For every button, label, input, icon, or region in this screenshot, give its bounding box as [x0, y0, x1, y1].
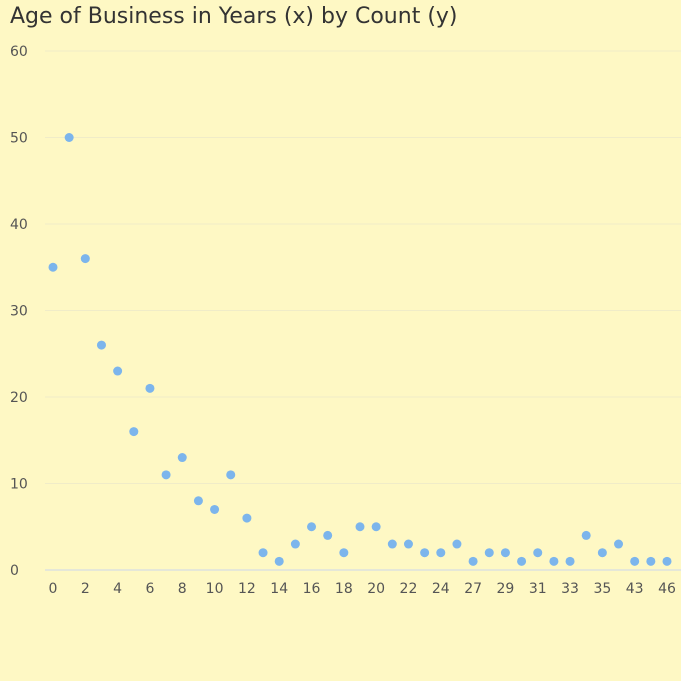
data-point	[597, 548, 607, 558]
x-tick-label: 16	[303, 581, 321, 597]
data-point	[468, 556, 478, 566]
y-tick-label: 30	[10, 304, 28, 320]
x-tick-label: 8	[178, 581, 187, 597]
x-tick-label: 46	[658, 581, 676, 597]
data-point	[323, 530, 333, 540]
x-tick-label: 24	[432, 581, 450, 597]
data-point	[96, 340, 106, 350]
data-point	[662, 556, 672, 566]
data-point	[484, 548, 494, 558]
data-point	[500, 548, 510, 558]
chart-title: Age of Business in Years (x) by Count (y…	[10, 4, 458, 29]
data-point	[371, 522, 381, 532]
data-point	[403, 539, 413, 549]
data-point	[387, 539, 397, 549]
data-point	[307, 522, 317, 532]
data-point	[565, 556, 575, 566]
data-point	[145, 383, 155, 393]
y-tick-label: 10	[10, 477, 28, 493]
x-tick-label: 4	[113, 581, 122, 597]
x-tick-label: 6	[145, 581, 154, 597]
data-point	[274, 556, 284, 566]
x-tick-label: 27	[464, 581, 482, 597]
x-tick-label: 43	[626, 581, 644, 597]
x-tick-label: 12	[238, 581, 256, 597]
data-point	[177, 453, 187, 463]
x-tick-label: 22	[400, 581, 418, 597]
y-tick-label: 0	[10, 563, 19, 579]
x-tick-label: 0	[49, 581, 58, 597]
x-tick-label: 29	[497, 581, 515, 597]
x-tick-label: 10	[206, 581, 224, 597]
data-point	[533, 548, 543, 558]
data-point	[290, 539, 300, 549]
x-tick-label: 14	[270, 581, 288, 597]
data-point	[549, 556, 559, 566]
y-tick-label: 60	[10, 44, 28, 60]
data-point	[80, 254, 90, 264]
data-point	[646, 556, 656, 566]
x-tick-label: 31	[529, 581, 547, 597]
data-point	[452, 539, 462, 549]
data-point	[517, 556, 527, 566]
data-point	[193, 496, 203, 506]
data-point	[630, 556, 640, 566]
data-point	[581, 530, 591, 540]
data-point	[614, 539, 624, 549]
data-point	[161, 470, 171, 480]
data-point	[339, 548, 349, 558]
x-tick-label: 18	[335, 581, 353, 597]
y-tick-label: 50	[10, 131, 28, 147]
data-point	[242, 513, 252, 523]
y-tick-label: 20	[10, 390, 28, 406]
data-point	[113, 366, 123, 376]
data-point	[226, 470, 236, 480]
data-point	[210, 504, 220, 514]
data-point	[258, 548, 268, 558]
x-tick-label: 20	[367, 581, 385, 597]
data-point	[64, 133, 74, 142]
data-point	[129, 427, 139, 437]
x-tick-label: 35	[593, 581, 611, 597]
y-tick-label: 40	[10, 217, 28, 233]
x-tick-label: 2	[81, 581, 90, 597]
data-point	[48, 262, 58, 272]
data-point	[420, 548, 430, 558]
data-point	[436, 548, 446, 558]
data-point	[355, 522, 365, 532]
x-tick-label: 33	[561, 581, 579, 597]
